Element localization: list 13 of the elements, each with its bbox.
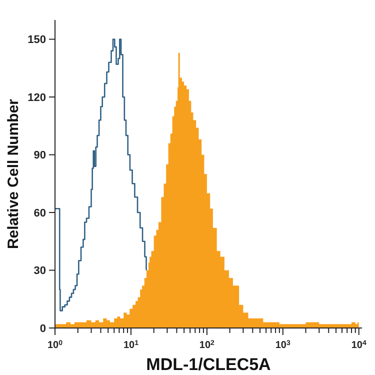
x-tick-label: 10$^{2}$ — [199, 340, 215, 351]
y-axis-title: Relative Cell Number — [5, 98, 22, 250]
x-tick-label: 10$^{0}$ — [47, 340, 63, 351]
y-tick-label: 30 — [34, 265, 46, 278]
x-tick-label: 10$^{3}$ — [275, 340, 290, 351]
x-tick-label: 10$^{1}$ — [123, 340, 139, 351]
y-tick-label: 60 — [34, 207, 46, 220]
y-tick-label: 90 — [34, 150, 46, 162]
y-tick-label: 0 — [40, 322, 46, 335]
y-tick-label: 120 — [28, 92, 46, 104]
x-tick-label: 10$^{4}$ — [351, 340, 366, 351]
y-tick-label: 150 — [28, 34, 46, 46]
x-axis-title: MDL-1/CLEC5A — [146, 355, 271, 374]
